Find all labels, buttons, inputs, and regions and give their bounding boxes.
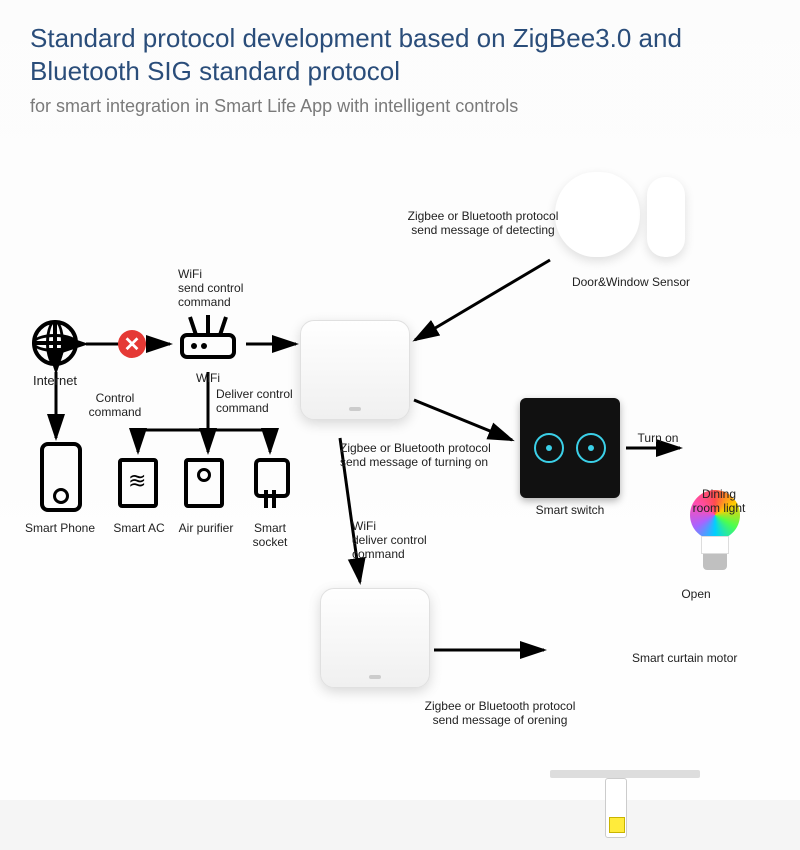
phone-label: Smart Phone: [12, 522, 108, 536]
ac-icon: [118, 458, 158, 508]
internet-node: [32, 320, 78, 366]
sensor-caption: Zigbee or Bluetooth protocol send messag…: [378, 210, 588, 238]
wifi-deliver-label: WiFi deliver control command: [352, 520, 462, 561]
socket-icon: [252, 458, 288, 508]
smart-switch-caption: Zigbee or Bluetooth protocol send messag…: [340, 442, 540, 470]
diagram-canvas: Standard protocol development based on Z…: [0, 0, 800, 800]
smart-switch-label: Smart switch: [520, 504, 620, 518]
curtain-action: Open: [666, 588, 726, 602]
smart-socket-label: Smart socket: [240, 522, 300, 550]
sensor-label: Door&Window Sensor: [546, 276, 716, 290]
page-title: Standard protocol development based on Z…: [30, 22, 770, 87]
wifi-label: WiFi: [186, 372, 230, 386]
phone-node: [40, 442, 82, 512]
wifi-caption: WiFi send control command: [178, 268, 268, 309]
hub-node-1: [300, 320, 410, 420]
curtain-caption: Zigbee or Bluetooth protocol send messag…: [390, 700, 610, 728]
air-purifier-node: [184, 458, 224, 508]
hub-node-2: [320, 588, 430, 688]
error-badge-icon: ✕: [118, 330, 146, 358]
smart-ac-label: Smart AC: [104, 522, 174, 536]
sensor-magnet-icon: [647, 177, 685, 257]
bulb-label: Dining room light: [676, 488, 762, 516]
page-subtitle: for smart integration in Smart Life App …: [30, 96, 770, 117]
smart-socket-node: [252, 458, 288, 508]
smartphone-icon: [40, 442, 82, 512]
curtain-node: [550, 770, 700, 850]
switch-ring-icon: [576, 433, 606, 463]
wifi-router-node: [178, 316, 238, 361]
purifier-icon: [184, 458, 224, 508]
curtain-rail-icon: [550, 770, 700, 778]
globe-icon: [32, 320, 78, 366]
bulb-action: Turn on: [630, 432, 686, 446]
router-icon: [178, 313, 238, 365]
air-purifier-label: Air purifier: [168, 522, 244, 536]
control-command-label: Control command: [80, 392, 150, 420]
curtain-label: Smart curtain motor: [632, 652, 772, 666]
smart-ac-node: [118, 458, 158, 508]
internet-label: Internet: [20, 374, 90, 389]
curtain-motor-icon: [605, 778, 627, 838]
